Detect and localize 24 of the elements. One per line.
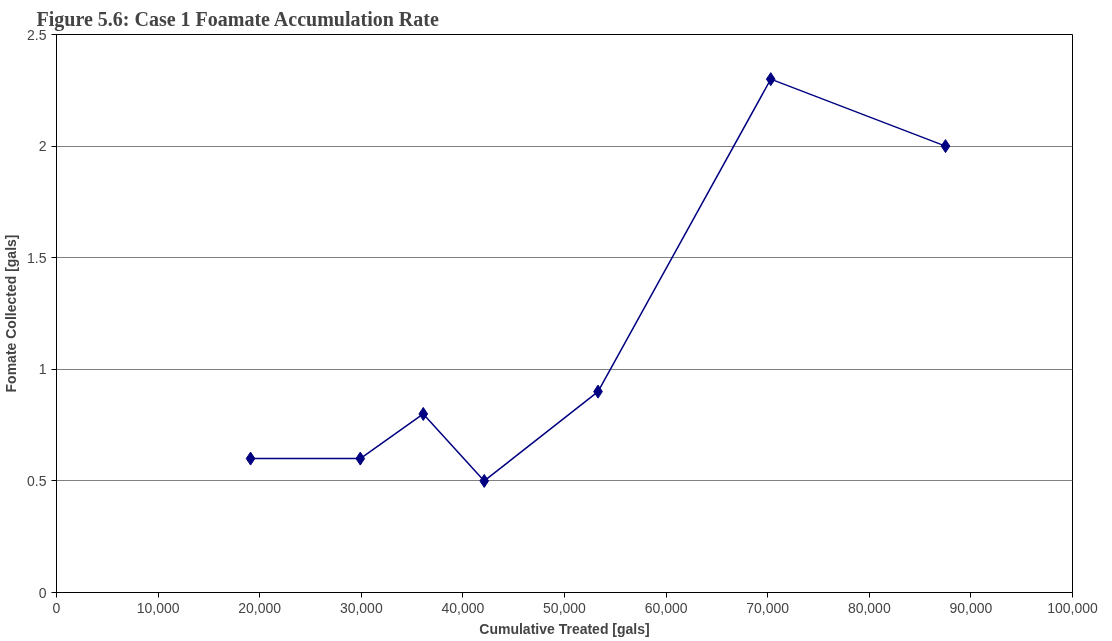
y-tick-label: 0.5 [27, 472, 47, 489]
point [940, 139, 951, 154]
point [479, 473, 490, 488]
x-tick-label: 0 [52, 599, 61, 616]
x-tick-label: 20,000 [238, 599, 282, 616]
point [355, 451, 366, 466]
x-tick-label: 10,000 [136, 599, 180, 616]
y-tick-label: 0 [38, 584, 47, 601]
point [245, 451, 256, 466]
x-tick-label: 50,000 [543, 599, 587, 616]
x-tick-label: 40,000 [441, 599, 485, 616]
y-tick-label: 1 [38, 361, 47, 378]
y-tick-label: 1.5 [27, 249, 47, 266]
point [418, 406, 429, 421]
x-tick-label: 80,000 [847, 599, 891, 616]
x-axis-title: Cumulative Treated [gals] [479, 620, 650, 637]
x-tick-label: 70,000 [746, 599, 790, 616]
x-tick-label: 90,000 [949, 599, 993, 616]
x-tick-label: 100,000 [1047, 599, 1099, 616]
y-tick-label: 2 [38, 138, 47, 155]
y-axis-title: Fomate Collected [gals] [3, 234, 20, 393]
x-tick-label: 60,000 [644, 599, 688, 616]
point [765, 72, 776, 87]
x-tick-label: 30,000 [339, 599, 383, 616]
